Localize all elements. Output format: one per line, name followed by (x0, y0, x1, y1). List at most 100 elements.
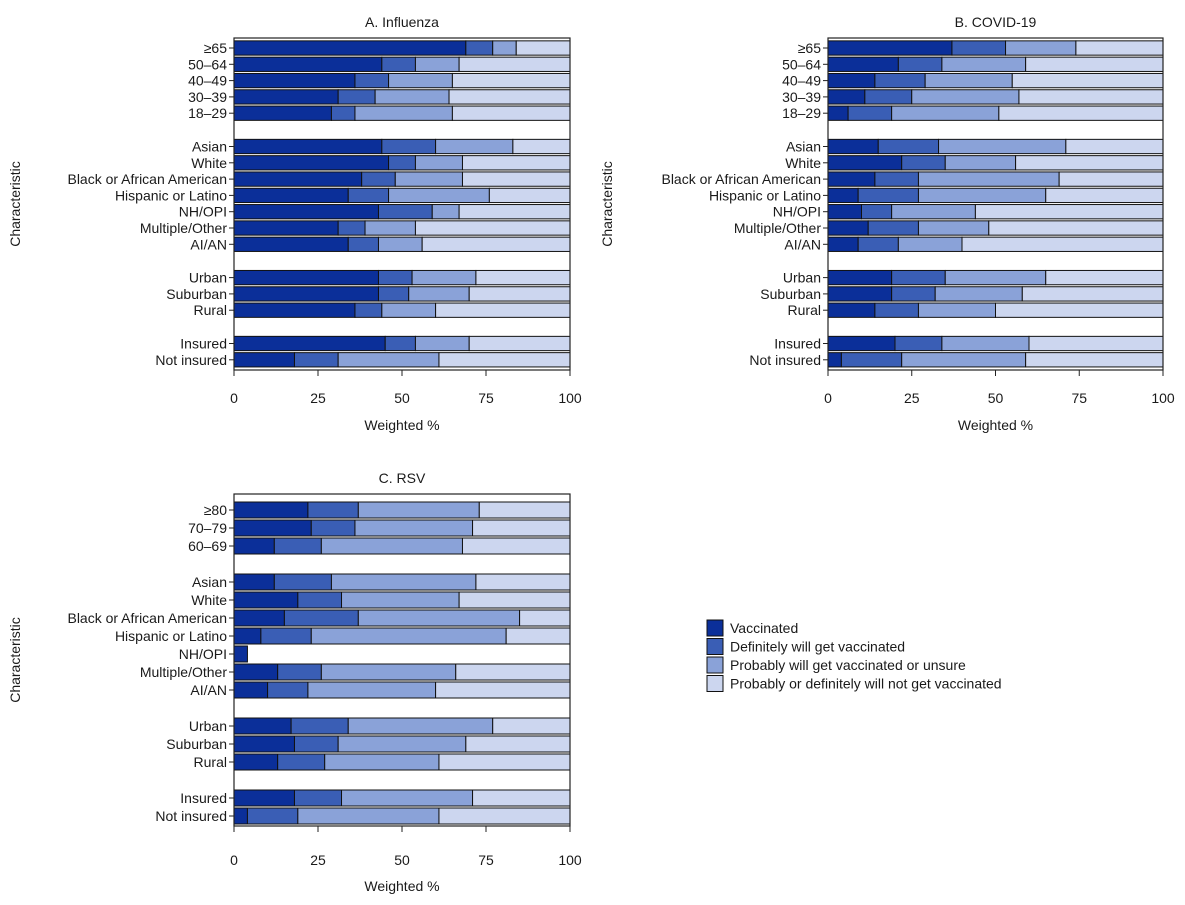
bar-segment-multiple-other-3 (917, 220, 990, 236)
category-label: ≥65 (798, 40, 821, 56)
x-tick-label: 75 (478, 852, 494, 868)
bar-segment-ge65-1 (827, 40, 953, 56)
bar-segment-30-39-1 (827, 89, 866, 105)
x-tick-label: 100 (558, 390, 582, 406)
bar-segment-not-insured-1 (233, 807, 248, 825)
bar-segment-black-or-african-american-4 (1058, 171, 1164, 187)
bar-segment-not-insured-2 (246, 807, 299, 825)
bar-segment-suburban-1 (233, 735, 295, 753)
bar-segment-insured-3 (341, 789, 474, 807)
bar-segment-white-1 (827, 155, 903, 171)
bar-segment-30-39-2 (864, 89, 913, 105)
x-tick-label: 50 (394, 852, 410, 868)
bar-segment-hispanic-or-latino-4 (1045, 187, 1164, 204)
bar-segment-not-insured-4 (438, 807, 571, 825)
bar-segment-asian-1 (827, 138, 879, 155)
bar-segment-urban-2 (377, 269, 413, 286)
bar-segment-nh-opi-1 (233, 204, 379, 220)
bar-segment-50-64-3 (941, 56, 1027, 72)
category-label: 18–29 (188, 105, 227, 121)
bar-segment-insured-1 (827, 335, 896, 352)
bar-segment-hispanic-or-latino-3 (388, 187, 490, 204)
category-label: Urban (783, 270, 821, 286)
bar-segment-nh-opi-1 (233, 645, 248, 663)
bar-segment-black-or-african-american-4 (519, 609, 571, 627)
bar-segment-nh-opi-3 (891, 204, 976, 220)
category-label: Not insured (155, 808, 227, 824)
bar-segment-urban-2 (891, 269, 946, 286)
bar-segment-ge65-2 (951, 40, 1007, 56)
x-tick-label: 25 (310, 852, 326, 868)
bar-segment-rural-1 (233, 302, 356, 318)
x-tick-label: 0 (230, 390, 238, 406)
bar-segment-60-69-1 (233, 537, 275, 555)
x-tick-label: 25 (310, 390, 326, 406)
bar-segment-18-29-2 (847, 105, 893, 121)
bar-segment-50-64-3 (414, 56, 460, 72)
bar-segment-hispanic-or-latino-2 (260, 627, 312, 645)
bar-segment-urban-3 (411, 269, 477, 286)
category-label: White (191, 592, 227, 608)
bar-segment-60-69-4 (461, 537, 571, 555)
bar-segment-asian-4 (512, 138, 571, 155)
bar-segment-not-insured-4 (438, 352, 571, 368)
bar-segment-40-49-3 (388, 72, 453, 89)
x-tick-label: 25 (904, 390, 920, 406)
bar-segment-hispanic-or-latino-2 (857, 187, 919, 204)
bar-segment-18-29-2 (330, 105, 356, 121)
bar-segment-urban-4 (1045, 269, 1164, 286)
bar-segment-insured-4 (1028, 335, 1164, 352)
bar-segment-multiple-other-2 (867, 220, 919, 236)
bar-segment-asian-3 (938, 138, 1067, 155)
category-label: Insured (180, 336, 227, 352)
bar-segment-not-insured-2 (840, 352, 903, 368)
bar-segment-18-29-1 (827, 105, 849, 121)
bar-segment-white-1 (233, 155, 390, 171)
bar-segment-ge80-3 (357, 501, 480, 519)
bar-segment-suburban-4 (465, 735, 571, 753)
bar-segment-70-79-1 (233, 519, 312, 537)
bar-segment-hispanic-or-latino-2 (347, 187, 390, 204)
bar-segment-40-49-2 (354, 72, 390, 89)
legend-swatch-4 (706, 675, 724, 692)
category-label: Urban (189, 270, 227, 286)
bar-segment-urban-4 (492, 717, 571, 735)
bar-segment-30-39-4 (448, 89, 571, 105)
bar-segment-asian-3 (330, 573, 477, 591)
bar-segment-black-or-african-american-4 (461, 171, 571, 187)
category-label: 50–64 (782, 56, 821, 72)
category-label: 70–79 (188, 520, 227, 536)
x-tick-label: 100 (1151, 390, 1175, 406)
bar-segment-18-29-4 (998, 105, 1164, 121)
bar-segment-ai-an-3 (307, 681, 437, 699)
bar-segment-rural-2 (277, 753, 326, 771)
bar-segment-ai-an-4 (435, 681, 571, 699)
bar-segment-30-39-3 (911, 89, 1020, 105)
bar-segment-white-3 (341, 591, 460, 609)
bar-segment-insured-3 (414, 335, 470, 352)
bar-segment-insured-2 (894, 335, 943, 352)
bar-segment-not-insured-3 (297, 807, 440, 825)
bar-segment-rural-4 (995, 302, 1164, 318)
bar-segment-black-or-african-american-2 (283, 609, 359, 627)
bar-segment-multiple-other-1 (233, 663, 279, 681)
category-label: Hispanic or Latino (709, 187, 821, 203)
bar-segment-ai-an-3 (377, 236, 423, 252)
bar-segment-ai-an-1 (233, 236, 349, 252)
bar-segment-40-49-4 (1011, 72, 1164, 89)
bar-segment-18-29-3 (891, 105, 1000, 121)
x-tick-label: 0 (824, 390, 832, 406)
bar-segment-ai-an-2 (347, 236, 379, 252)
bar-segment-black-or-african-american-2 (874, 171, 919, 187)
category-label: Multiple/Other (140, 664, 227, 680)
bar-segment-urban-4 (475, 269, 571, 286)
legend: Vaccinated Definitely will get vaccinated… (706, 619, 1002, 692)
category-label: Not insured (749, 352, 821, 368)
bar-segment-not-insured-4 (1025, 352, 1164, 368)
bar-segment-not-insured-2 (293, 352, 339, 368)
bar-segment-black-or-african-american-2 (361, 171, 396, 187)
category-label: Suburban (166, 736, 227, 752)
bar-segment-not-insured-1 (827, 352, 842, 368)
category-label: Suburban (760, 286, 821, 302)
